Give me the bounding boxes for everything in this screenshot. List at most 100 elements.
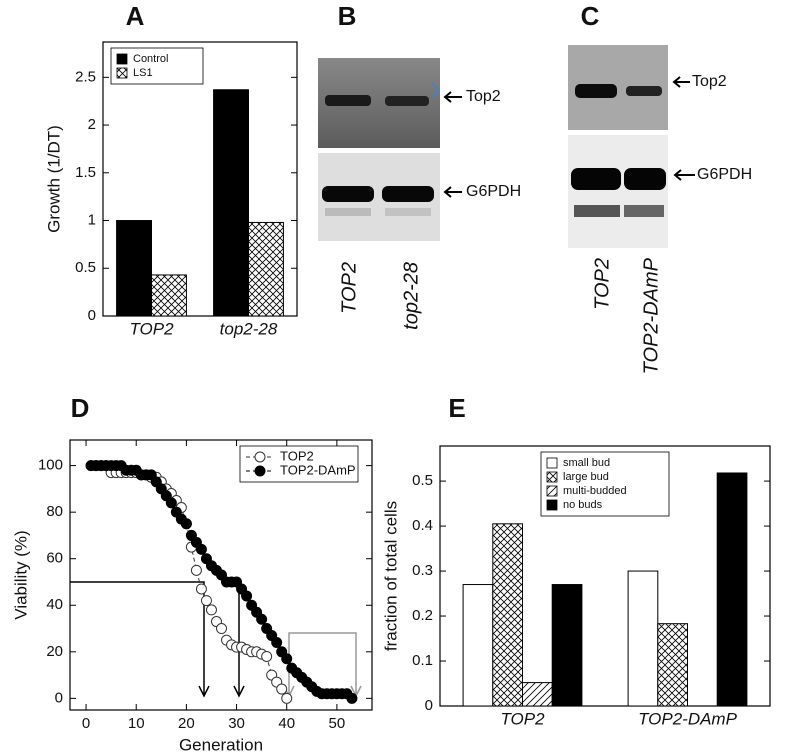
y-tick-label: 2.5 [75,68,96,85]
chart-panel: D 0 20 40 60 80 100 Viability (%) Generation 0 10 2… [11,393,373,754]
mark [431,82,440,98]
plot-frame [69,439,373,711]
point [281,692,293,704]
point [165,497,177,509]
band [626,86,662,96]
legend-swatch [116,53,128,65]
point [195,583,207,595]
blot-b: B Top2 G6PDH TOP2 top2-28 [318,1,521,330]
y-tick-label: 0.2 [412,607,433,624]
legend-swatch [116,67,128,79]
point [190,564,202,576]
bar [627,570,659,707]
legend-label: multi-budded [563,485,627,497]
legend-label: Control [133,53,168,65]
bar [462,584,494,707]
point [261,650,273,662]
y-axis-label: Growth (1/DT) [44,125,63,233]
y-tick-label: 60 [46,550,63,567]
band [624,205,664,217]
legend: Control LS1 [110,47,204,85]
point [216,623,228,635]
panel-letter: B [338,1,357,31]
y-tick-label: 0.4 [412,517,433,534]
x-tick-label: top2-28 [220,319,278,338]
band [322,186,374,202]
bar [213,89,249,317]
legend: small bud large bud multi-budded no buds [540,451,670,517]
arrow [673,169,695,181]
band [624,168,666,190]
bar [716,472,748,707]
panel-letter: A [126,1,145,31]
x-tick-label: 40 [278,715,295,732]
point [180,518,192,530]
y-tick-label: 20 [46,643,63,660]
x-axis-label: Generation [179,735,263,754]
point [281,653,293,665]
x-tick-label: 20 [178,715,195,732]
bar [522,682,553,707]
point [271,637,283,648]
y-tick-label: 40 [46,596,63,613]
band [325,208,371,216]
y-tick-label: 80 [46,503,63,520]
point [205,604,217,616]
panel-letter: D [71,393,90,423]
annotation-lines [70,581,362,698]
band [575,84,617,98]
legend-label: TOP2 [280,448,314,463]
plot-frame [102,41,298,317]
blot-c: C Top2 G6PDH TOP2 TOP2-DAmP [568,1,752,374]
arrow [443,186,462,198]
point [346,692,358,704]
x-tick-label: TOP2 [500,709,545,728]
blot-image [568,135,668,248]
band-label: Top2 [692,73,727,90]
y-axis-label: fraction of total cells [381,501,400,651]
bar [116,220,152,317]
bar [248,221,284,317]
x-tick-label: 50 [329,715,346,732]
y-tick-label: 0.1 [412,652,433,669]
legend-marker [254,451,266,463]
chart-panel: A 0 0.5 1 1.5 2 2.5 Growth (1/DT) TOP2 top2-28 Con… [44,1,298,338]
legend-swatch [546,499,558,511]
legend-swatch [546,485,558,497]
lane-label: TOP2 [591,258,613,310]
point [195,543,207,555]
band-label: G6PDH [697,166,752,183]
band-label: G6PDH [466,183,521,200]
y-tick-label: 1.5 [75,164,96,181]
x-tick-label: TOP2 [129,319,174,338]
panel-letter: C [581,1,600,31]
y-tick-label: 0 [425,697,433,714]
arrow [443,91,462,103]
panel-letter: E [448,393,465,423]
legend-swatch [546,471,558,483]
legend-label: no buds [563,499,603,511]
x-tick-label: 0 [82,715,90,732]
y-tick-label: 0.5 [75,259,96,276]
x-tick-label: 10 [128,715,145,732]
bar [492,523,523,707]
y-tick-label: 100 [38,457,63,474]
point [256,613,268,625]
y-axis-label: Viability (%) [11,530,30,619]
y-tick-label: 2 [88,116,96,133]
y-tick-label: 0.3 [412,562,433,579]
plot-frame [439,445,771,707]
legend-label: small bud [563,457,610,469]
y-tick-label: 0 [55,689,63,706]
point [241,590,253,602]
band [385,208,431,216]
band [382,186,434,202]
x-tick-label: TOP2-DAmP [638,709,738,728]
y-tick-label: 1 [88,211,96,228]
band [325,95,371,106]
legend-swatch [546,457,558,469]
x-tick-label: 30 [228,715,245,732]
band [385,96,429,106]
bar [657,623,688,707]
